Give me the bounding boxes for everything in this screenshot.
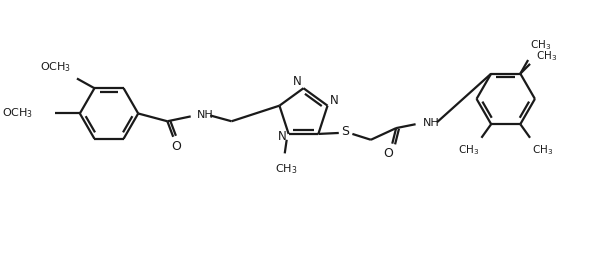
Text: N: N (278, 130, 286, 143)
Text: O: O (171, 140, 181, 153)
Text: S: S (341, 126, 350, 139)
Text: OCH$_3$: OCH$_3$ (40, 60, 71, 74)
Text: N: N (330, 94, 339, 107)
Text: CH$_3$: CH$_3$ (532, 144, 553, 157)
Text: CH$_3$: CH$_3$ (458, 144, 479, 157)
Text: O: O (383, 147, 393, 160)
Text: N: N (293, 75, 302, 88)
Text: NH: NH (196, 110, 213, 120)
Text: OCH$_3$: OCH$_3$ (2, 106, 33, 120)
Text: CH$_3$: CH$_3$ (276, 162, 298, 176)
Text: CH$_3$: CH$_3$ (530, 38, 551, 52)
Text: NH: NH (423, 118, 440, 128)
Text: CH$_3$: CH$_3$ (536, 49, 557, 63)
